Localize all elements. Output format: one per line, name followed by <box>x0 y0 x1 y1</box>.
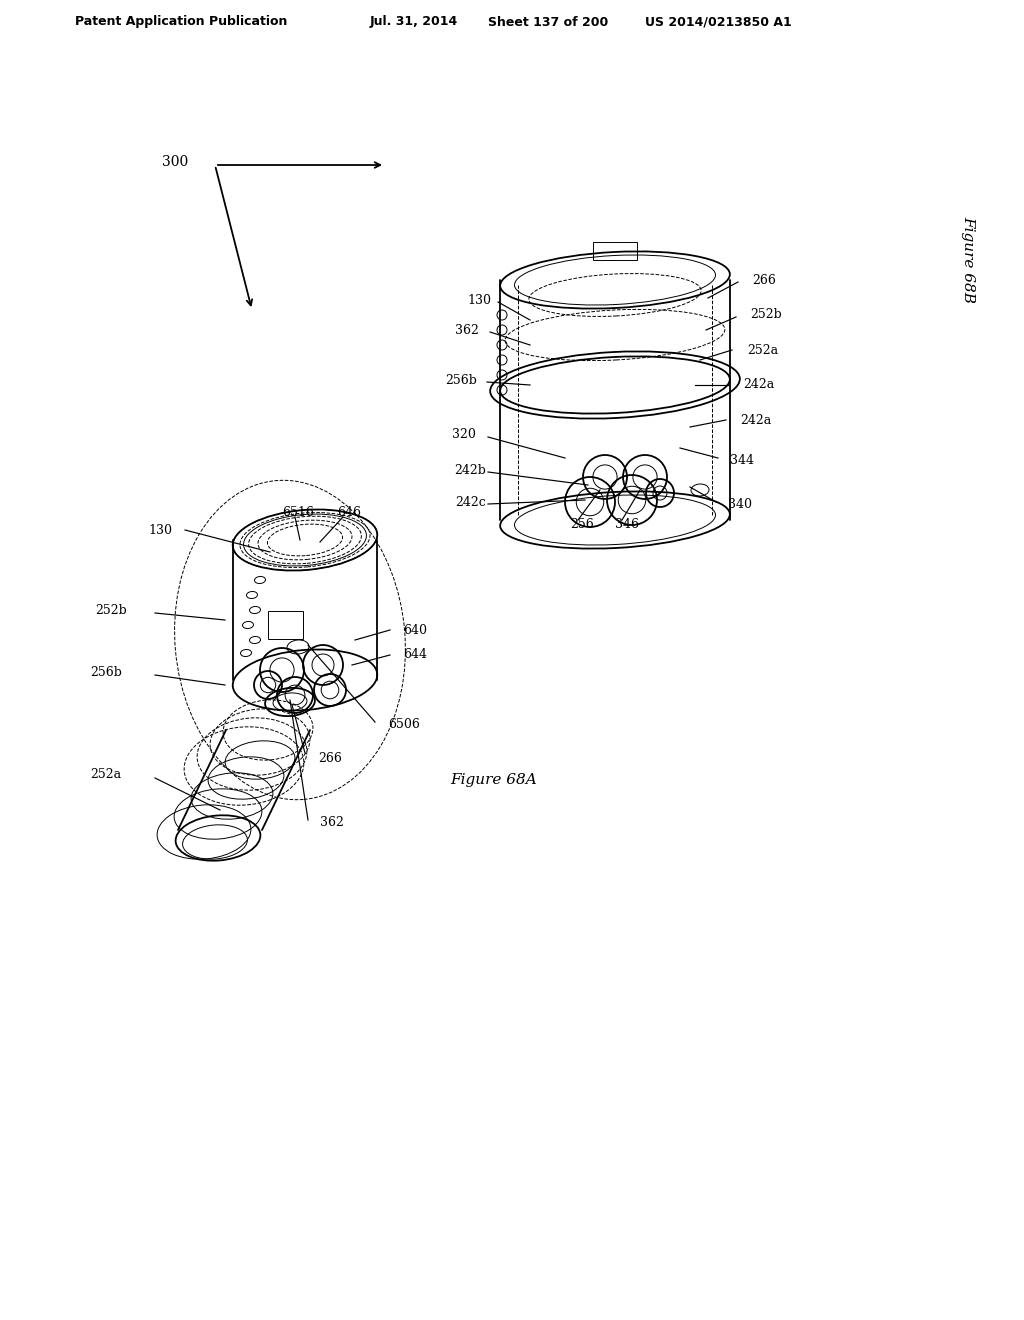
Text: 300: 300 <box>162 154 188 169</box>
Text: 640: 640 <box>403 623 427 636</box>
Text: 130: 130 <box>467 293 490 306</box>
Text: 242b: 242b <box>454 463 485 477</box>
Text: Figure 68A: Figure 68A <box>450 774 537 787</box>
Text: 256b: 256b <box>445 374 477 387</box>
Text: 252b: 252b <box>95 603 127 616</box>
Text: 646: 646 <box>337 506 361 519</box>
Text: 266: 266 <box>318 751 342 764</box>
Text: 320: 320 <box>452 429 476 441</box>
Text: 644: 644 <box>403 648 427 661</box>
Bar <box>593 242 637 260</box>
Text: Sheet 137 of 200: Sheet 137 of 200 <box>488 16 608 29</box>
Text: 130: 130 <box>148 524 172 536</box>
Bar <box>267 611 302 639</box>
Text: 346: 346 <box>615 519 639 532</box>
Text: 340: 340 <box>728 499 752 511</box>
Text: 242a: 242a <box>743 379 774 392</box>
Text: 6506: 6506 <box>388 718 420 731</box>
Text: US 2014/0213850 A1: US 2014/0213850 A1 <box>645 16 792 29</box>
Text: Jul. 31, 2014: Jul. 31, 2014 <box>370 16 459 29</box>
Text: 6516: 6516 <box>282 506 314 519</box>
Text: 252a: 252a <box>90 768 121 781</box>
Text: Figure 68B: Figure 68B <box>961 216 975 304</box>
Text: 344: 344 <box>730 454 754 466</box>
Text: Patent Application Publication: Patent Application Publication <box>75 16 288 29</box>
Text: 362: 362 <box>319 816 344 829</box>
Text: 256b: 256b <box>90 665 122 678</box>
Text: 242a: 242a <box>740 413 771 426</box>
Text: 242c: 242c <box>455 495 485 508</box>
Text: 362: 362 <box>455 323 479 337</box>
Text: 266: 266 <box>752 273 776 286</box>
Text: 252a: 252a <box>746 343 778 356</box>
Text: 256: 256 <box>570 519 594 532</box>
Text: 252b: 252b <box>750 309 781 322</box>
